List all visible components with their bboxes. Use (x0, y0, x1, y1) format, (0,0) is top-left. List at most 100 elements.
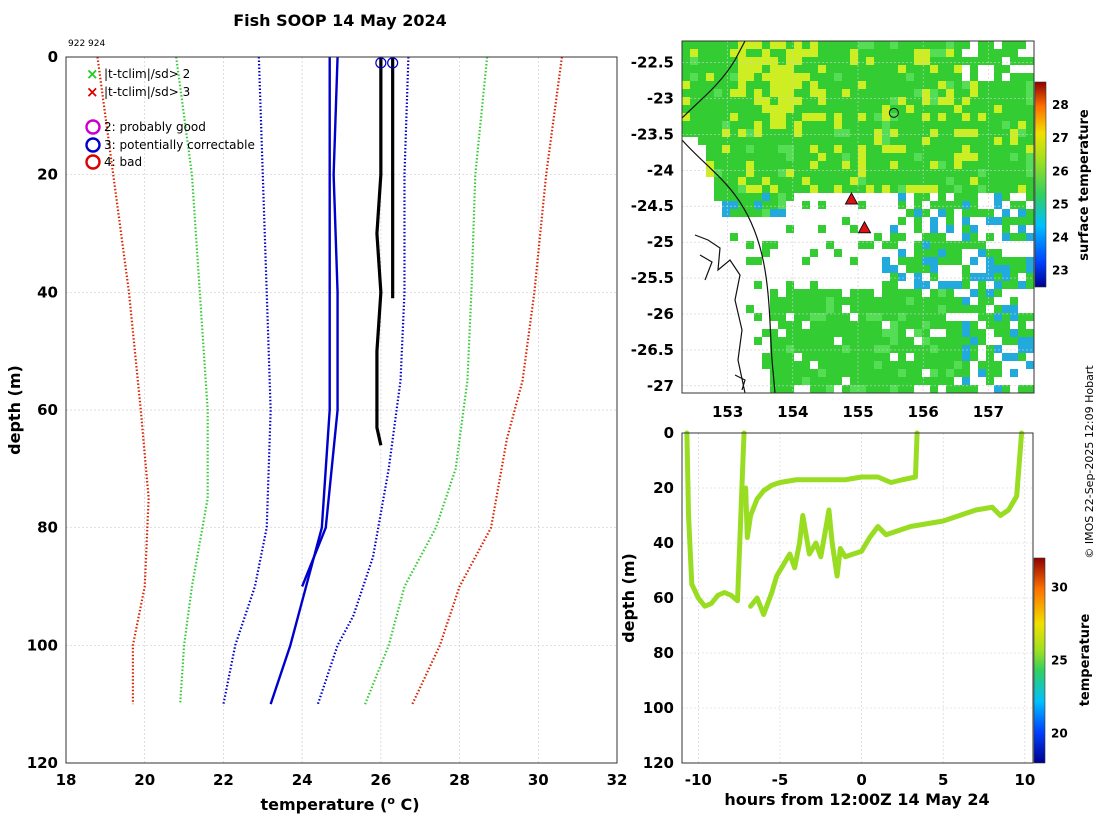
sst-cell (786, 153, 794, 161)
sst-cell (890, 361, 898, 369)
sst-cell (978, 65, 986, 73)
sst-cell (794, 305, 802, 313)
sst-cell (778, 193, 786, 201)
sst-cell (746, 193, 754, 201)
sst-cell (882, 281, 890, 289)
sst-cell (850, 65, 858, 73)
sst-colorbar (1034, 81, 1047, 288)
sst-cell (914, 225, 922, 233)
sst-cell (762, 89, 770, 97)
sst-cell (962, 129, 970, 137)
sst-cell (1026, 209, 1034, 217)
sst-cell (882, 137, 890, 145)
sst-cell (970, 193, 978, 201)
sst-cell (858, 153, 866, 161)
time-plot-frame (681, 432, 1034, 764)
sst-cell (1026, 41, 1034, 49)
sst-cell (962, 353, 970, 361)
sst-cell (770, 345, 778, 353)
x-tick-label: 22 (213, 771, 234, 789)
sst-cell (858, 97, 866, 105)
sst-cell (938, 257, 946, 265)
sst-cell (754, 209, 762, 217)
profile-line (269, 57, 331, 705)
sst-cell (762, 209, 770, 217)
sst-cell (810, 145, 818, 153)
sst-cell (994, 161, 1002, 169)
sst-cell (778, 377, 786, 385)
sst-cell (730, 153, 738, 161)
sst-cell (994, 281, 1002, 289)
sst-cell (786, 97, 794, 105)
sst-cell (802, 297, 810, 305)
sst-cell (786, 89, 794, 97)
sst-cell (930, 353, 938, 361)
sst-cell (1026, 57, 1034, 65)
sst-cell (930, 201, 938, 209)
sst-cell (722, 137, 730, 145)
sst-cell (714, 49, 722, 57)
sst-colorbar-tick-label: 26 (1052, 164, 1069, 178)
sst-cell (770, 385, 778, 393)
sst-cell (914, 161, 922, 169)
sst-cell (986, 161, 994, 169)
sst-cell (874, 169, 882, 177)
sst-cell (842, 177, 850, 185)
sst-cell (1026, 145, 1034, 153)
sst-cell (730, 49, 738, 57)
sst-cell (1018, 177, 1026, 185)
sst-cell (914, 81, 922, 89)
sst-cell (882, 169, 890, 177)
sst-cell (850, 297, 858, 305)
sst-cell (834, 97, 842, 105)
sst-cell (826, 297, 834, 305)
sst-cell (826, 321, 834, 329)
sst-cell (962, 201, 970, 209)
sst-cell (810, 57, 818, 65)
sst-cell (834, 57, 842, 65)
sst-cell (818, 57, 826, 65)
sst-cell (698, 113, 706, 121)
sst-cell (682, 105, 690, 113)
sst-cell (970, 321, 978, 329)
sst-cell (754, 57, 762, 65)
sst-cell (906, 113, 914, 121)
sst-cell (874, 73, 882, 81)
sst-cell (802, 113, 810, 121)
sst-cell (818, 185, 826, 193)
sst-cell (978, 121, 986, 129)
sst-cell (778, 321, 786, 329)
sst-cell (986, 265, 994, 273)
sst-colorbar-ticks: 23 24 25 26 27 28 (1052, 98, 1069, 277)
sst-cell (930, 385, 938, 393)
sst-cell (858, 321, 866, 329)
sst-cell (826, 361, 834, 369)
sst-cell (730, 201, 738, 209)
sst-cell (834, 297, 842, 305)
sst-cell (882, 145, 890, 153)
sst-cell (874, 137, 882, 145)
sst-cell (978, 185, 986, 193)
sst-cell (738, 73, 746, 81)
sst-cell (922, 321, 930, 329)
map-x-tick-label: 155 (842, 403, 873, 421)
sst-cell (946, 225, 954, 233)
sst-cell (794, 65, 802, 73)
map-stations (844, 107, 899, 234)
sst-cell (770, 153, 778, 161)
sst-cell (834, 377, 842, 385)
sst-cell (810, 337, 818, 345)
sst-cell (794, 49, 802, 57)
sst-cell (850, 81, 858, 89)
sst-cell (890, 337, 898, 345)
sst-cell (754, 89, 762, 97)
sst-cell (938, 369, 946, 377)
sst-cell (914, 209, 922, 217)
sst-cell (754, 65, 762, 73)
sst-cell (834, 169, 842, 177)
sst-cell (858, 65, 866, 73)
sst-cell (762, 353, 770, 361)
sst-cell (874, 129, 882, 137)
time-y-tick-label: 60 (653, 589, 674, 607)
